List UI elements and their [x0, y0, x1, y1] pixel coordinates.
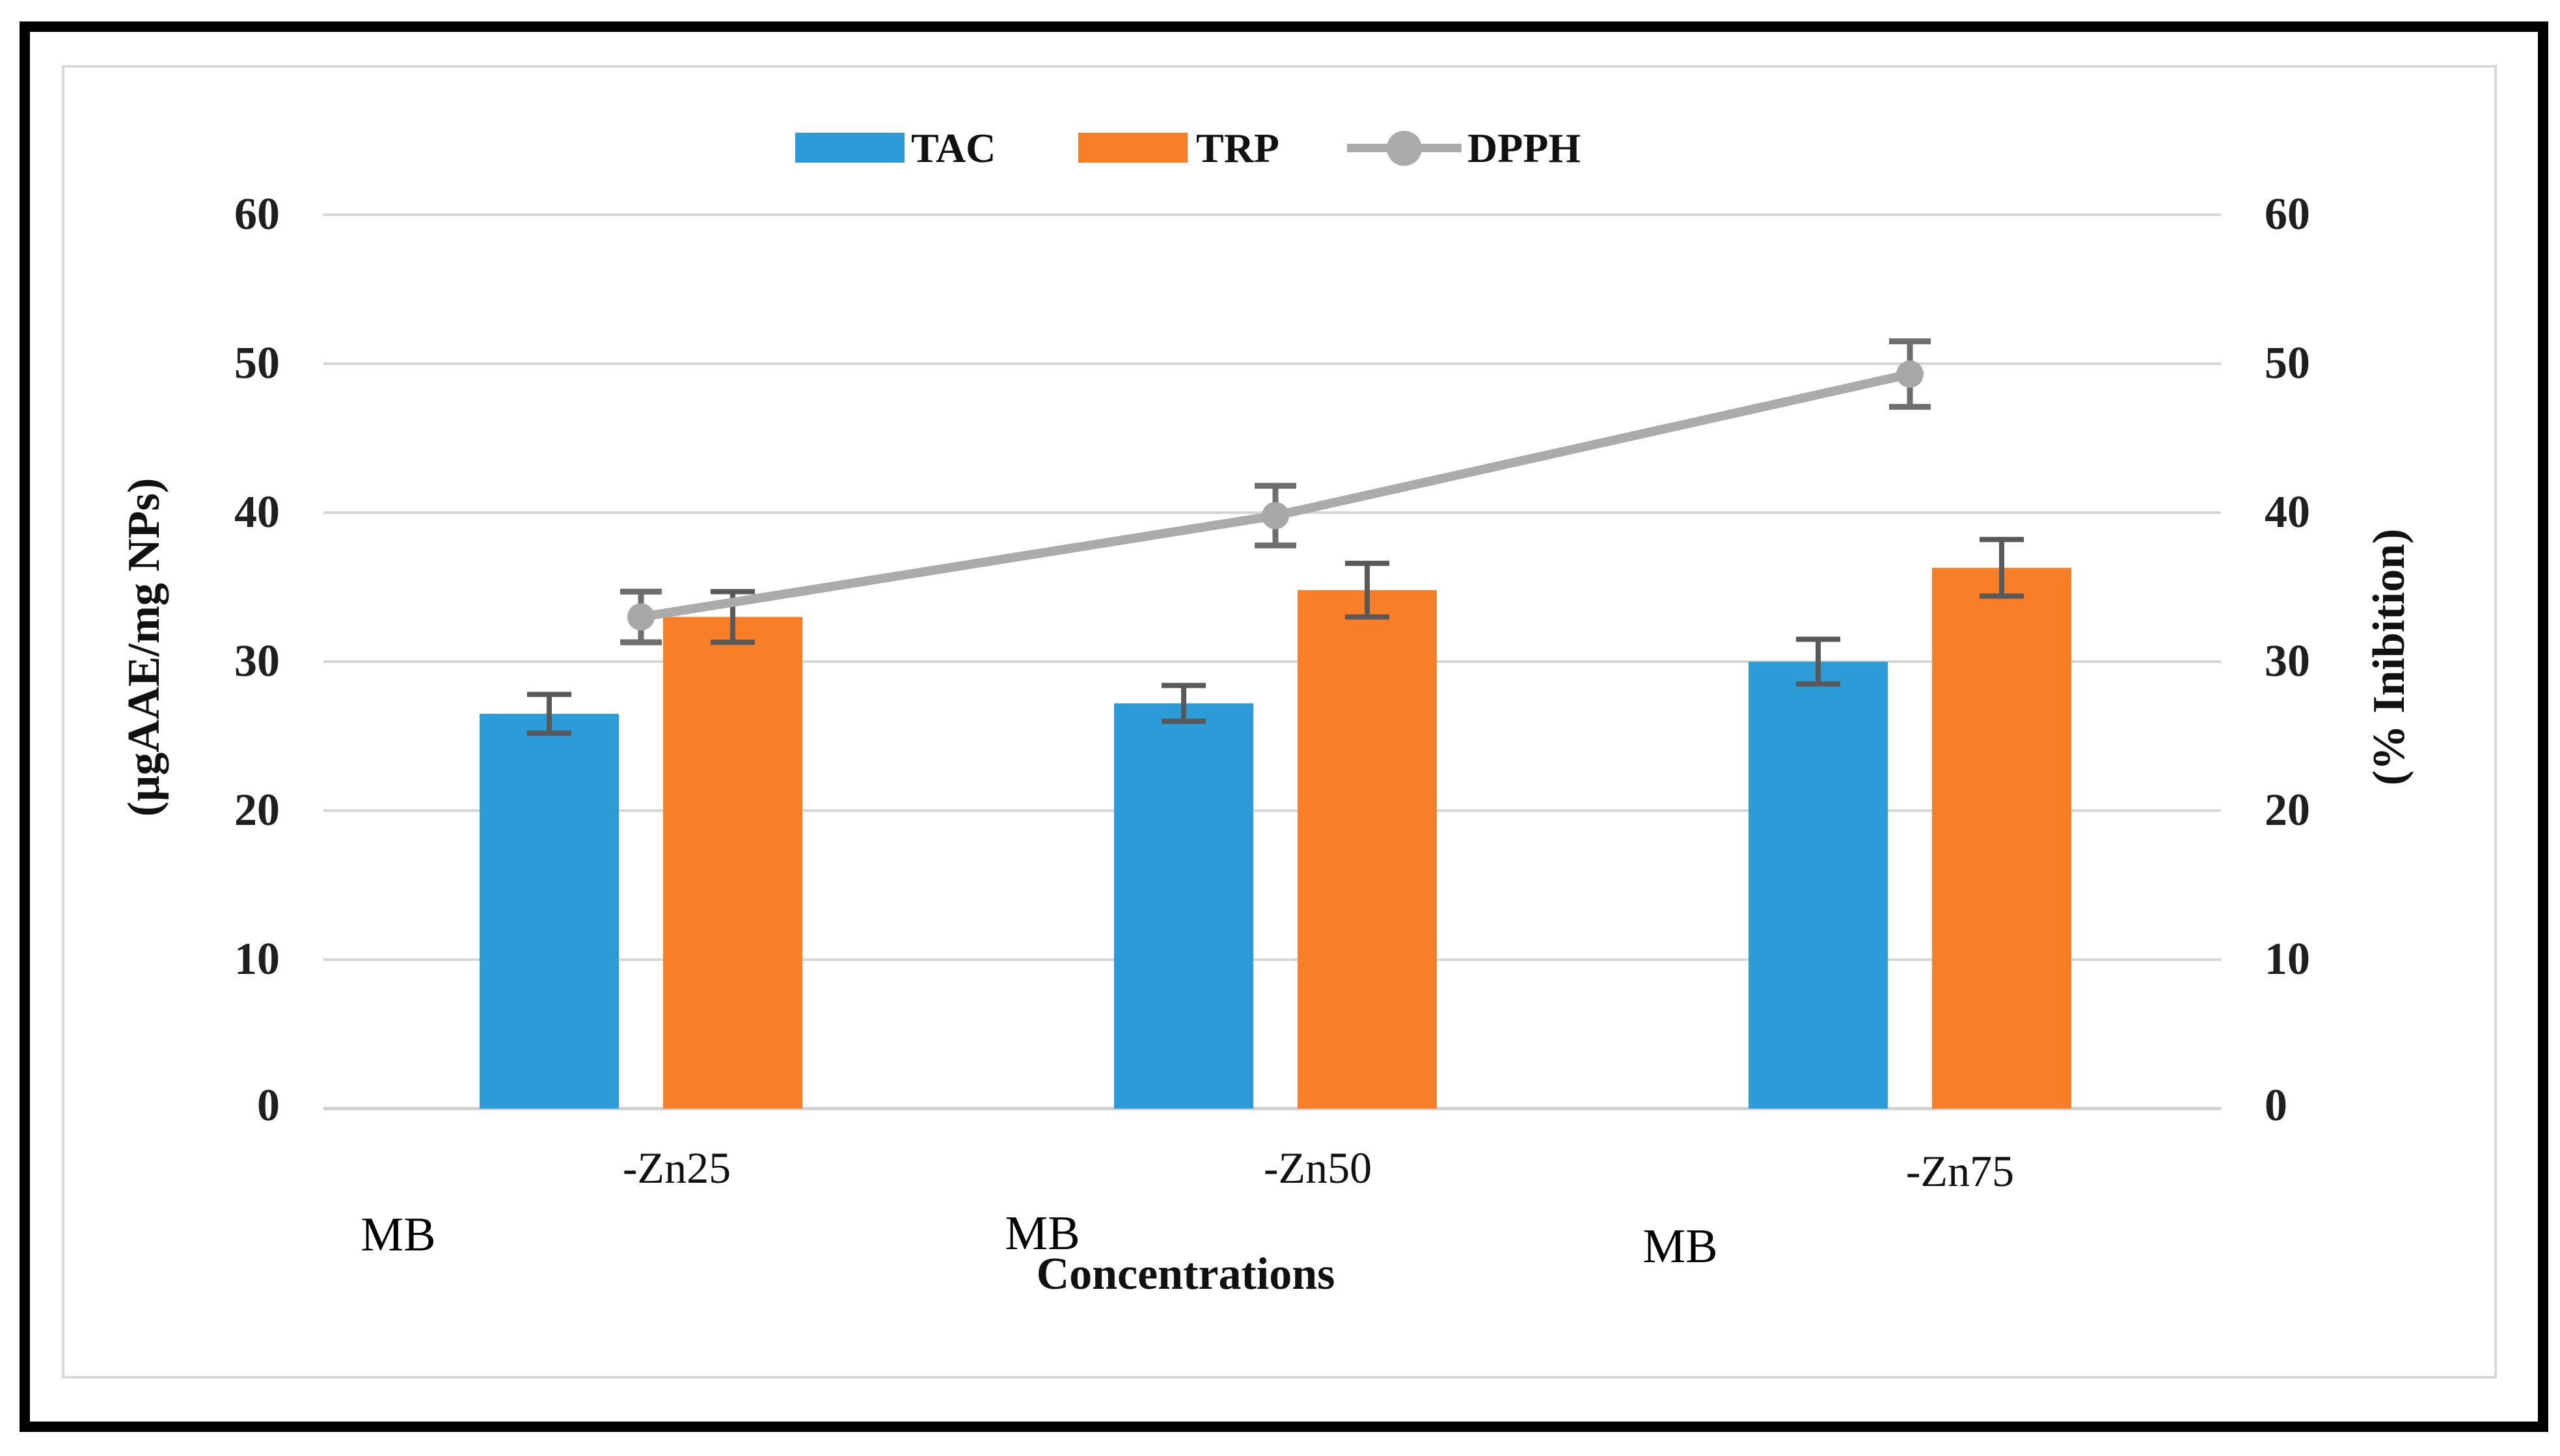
right-ytick-10: 10: [2265, 934, 2310, 984]
right-ytick-0: 0: [2265, 1081, 2287, 1131]
left-ytick-50: 50: [234, 338, 280, 388]
xtick-zn25: -Zn25: [622, 1143, 731, 1193]
left-ytick-20: 20: [234, 785, 280, 835]
left-axis-title: (µgAAE/mg NPs): [119, 478, 169, 817]
bar-trp-2: [1298, 590, 1437, 1109]
bar-tac-2: [1114, 703, 1253, 1109]
mb-prefix-3: MB: [1642, 1220, 1718, 1273]
left-ytick-10: 10: [234, 934, 280, 984]
bar-tac-3: [1749, 662, 1888, 1109]
dpph-marker-1-icon: [627, 603, 655, 631]
right-ytick-60: 60: [2265, 189, 2310, 239]
bar-trp-3: [1932, 567, 2071, 1109]
xtick-zn50: -Zn50: [1263, 1143, 1372, 1193]
legend-label-trp: TRP: [1196, 125, 1279, 171]
mb-prefix-2: MB: [1005, 1207, 1080, 1260]
legend-label-dpph: DPPH: [1467, 125, 1581, 171]
bar-tac-1: [480, 714, 619, 1109]
right-ytick-30: 30: [2265, 636, 2310, 686]
legend-label-tac: TAC: [911, 125, 996, 171]
chart-object-border: [62, 65, 2497, 1379]
left-ytick-0: 0: [257, 1081, 280, 1131]
legend-swatch-trp: [1078, 133, 1188, 163]
right-ytick-50: 50: [2265, 338, 2310, 388]
x-axis-title: Concentrations: [1036, 1249, 1335, 1299]
legend-marker-dpph-icon: [1387, 131, 1422, 166]
right-ytick-20: 20: [2265, 785, 2310, 835]
mb-prefix-1: MB: [361, 1208, 436, 1261]
dpph-marker-3-icon: [1896, 360, 1924, 388]
legend-swatch-tac: [795, 133, 905, 163]
left-ytick-40: 40: [234, 487, 280, 537]
left-ytick-30: 30: [234, 636, 280, 686]
bar-trp-1: [663, 617, 802, 1109]
left-ytick-60: 60: [234, 189, 280, 239]
right-ytick-40: 40: [2265, 487, 2310, 537]
dpph-marker-2-icon: [1262, 502, 1289, 530]
right-axis-title: (% Inibition): [2364, 528, 2414, 786]
xtick-zn75: -Zn75: [1905, 1146, 2015, 1196]
